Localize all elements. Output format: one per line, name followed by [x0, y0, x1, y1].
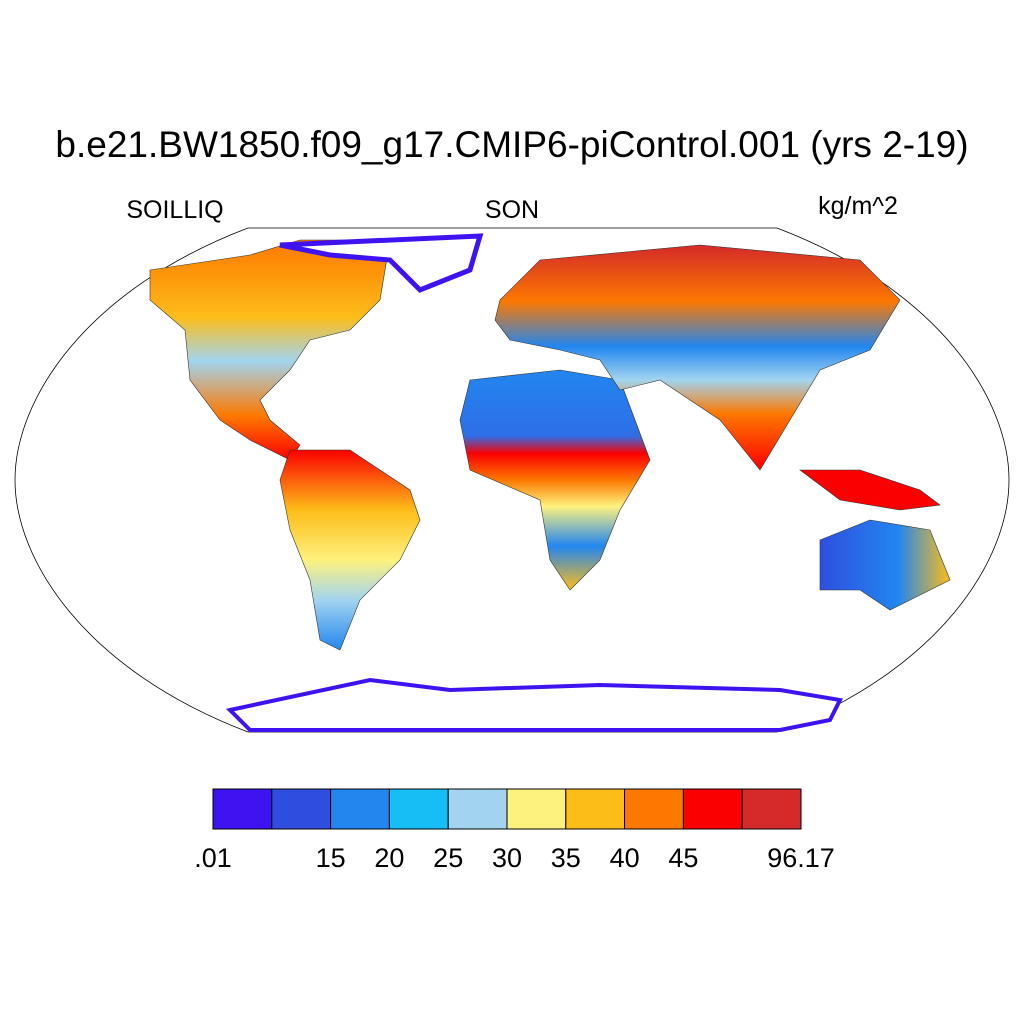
colorbar: .01 15 20 25 30 35 40 45 96.17: [194, 788, 835, 873]
colorbar-box: [330, 788, 390, 830]
colorbar-label: 30: [492, 843, 522, 873]
title: b.e21.BW1850.f09_g17.CMIP6-piControl.001…: [55, 124, 968, 165]
season-label: SON: [485, 196, 539, 224]
colorbar-label: 25: [433, 843, 463, 873]
colorbar-label: 45: [668, 843, 698, 873]
colorbar-box: [212, 788, 273, 830]
colorbar-box: [741, 788, 802, 830]
units-label: kg/m^2: [818, 192, 898, 220]
colorbar-box: [682, 788, 743, 830]
colorbar-label: 40: [610, 843, 640, 873]
colorbar-box: [565, 788, 626, 830]
map: [14, 227, 1010, 733]
colorbar-box: [388, 788, 449, 830]
colorbar-label: 96.17: [767, 843, 835, 873]
colorbar-label: 15: [316, 843, 346, 873]
colorbar-box: [271, 788, 332, 830]
variable-label: SOILLIQ: [126, 196, 223, 224]
colorbar-box: [506, 788, 567, 830]
colorbar-label: .01: [194, 843, 232, 873]
colorbar-label: 35: [551, 843, 581, 873]
colorbar-label: 20: [374, 843, 404, 873]
colorbar-box: [447, 788, 508, 830]
colorbar-box: [624, 788, 684, 830]
